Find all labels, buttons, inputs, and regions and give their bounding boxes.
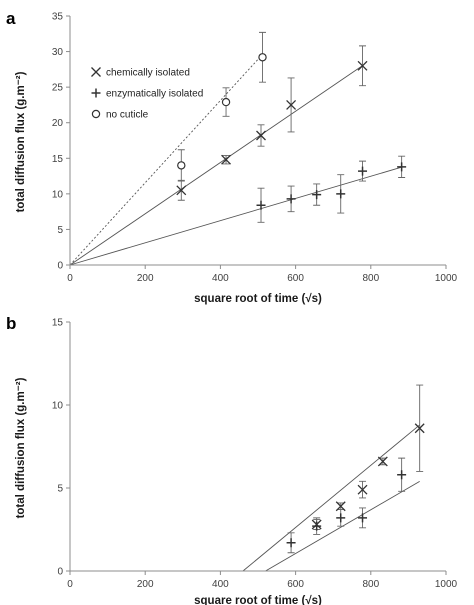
legend-marker [91, 67, 101, 77]
data-point [177, 161, 186, 170]
y-tick-label: 25 [52, 83, 64, 94]
data-point [358, 513, 368, 523]
legend-marker [91, 88, 101, 98]
x-tick-label: 800 [362, 273, 379, 284]
panel-a-x-axis-title: square root of time (√s) [194, 292, 322, 305]
fit-line [69, 64, 364, 266]
legend-label: chemically isolated [106, 68, 190, 79]
data-point [312, 521, 322, 531]
y-tick-label: 10 [52, 401, 64, 412]
panel-a-label: a [6, 9, 16, 28]
data-point [286, 194, 296, 204]
legend-label: no cuticle [106, 110, 149, 121]
data-point [286, 538, 296, 548]
y-tick-label: 15 [52, 318, 64, 329]
panel-b: b 0 5 10 15 0 200 400 600 800 1000 square root of… [6, 314, 458, 605]
data-point [256, 200, 266, 210]
x-tick-label: 1000 [435, 273, 458, 284]
fit-line [69, 166, 403, 266]
data-point [286, 99, 297, 110]
data-point [335, 501, 346, 512]
data-point [221, 154, 231, 165]
data-point [377, 456, 388, 467]
data-point [312, 190, 322, 200]
y-tick-label: 5 [57, 225, 63, 236]
data-point [414, 423, 425, 434]
y-tick-label: 20 [52, 118, 64, 129]
x-tick-label: 600 [287, 579, 304, 590]
x-tick-label: 800 [362, 579, 379, 590]
x-tick-label: 1000 [435, 579, 458, 590]
legend-marker [91, 109, 101, 119]
y-tick-label: 0 [57, 261, 63, 272]
x-tick-label: 0 [67, 579, 73, 590]
data-point [397, 470, 407, 480]
data-point [258, 53, 267, 62]
y-tick-label: 5 [57, 484, 63, 495]
y-tick-label: 35 [52, 12, 64, 23]
data-point [357, 484, 368, 495]
fit-line [242, 424, 420, 572]
fit-line [69, 54, 263, 266]
x-tick-label: 600 [287, 273, 304, 284]
x-tick-label: 400 [212, 579, 229, 590]
panel-b-x-axis-title: square root of time (√s) [194, 594, 322, 605]
data-point [397, 162, 407, 172]
panel-a: a 0 5 10 15 20 25 30 35 0 200 400 600 800 1000 square… [6, 9, 458, 305]
x-tick-label: 200 [137, 579, 154, 590]
x-tick-label: 200 [137, 273, 154, 284]
data-point [336, 189, 346, 199]
panel-b-y-axis-title: total diffusion flux (g.m⁻²) [15, 377, 27, 518]
y-tick-label: 15 [52, 154, 64, 165]
x-tick-label: 0 [67, 273, 73, 284]
legend: chemically isolated enzymatically isolate… [91, 67, 203, 121]
y-tick-label: 30 [52, 47, 64, 58]
y-tick-label: 0 [57, 567, 63, 578]
data-point [176, 185, 187, 196]
panel-b-label: b [6, 314, 16, 333]
data-point [336, 513, 346, 523]
panel-a-y-axis-title: total diffusion flux (g.m⁻²) [15, 71, 27, 212]
data-point [357, 60, 368, 71]
data-point [358, 166, 368, 176]
legend-label: enzymatically isolated [106, 89, 203, 100]
x-tick-label: 400 [212, 273, 229, 284]
data-point [221, 97, 231, 107]
y-tick-label: 10 [52, 189, 64, 200]
data-point [256, 130, 266, 141]
